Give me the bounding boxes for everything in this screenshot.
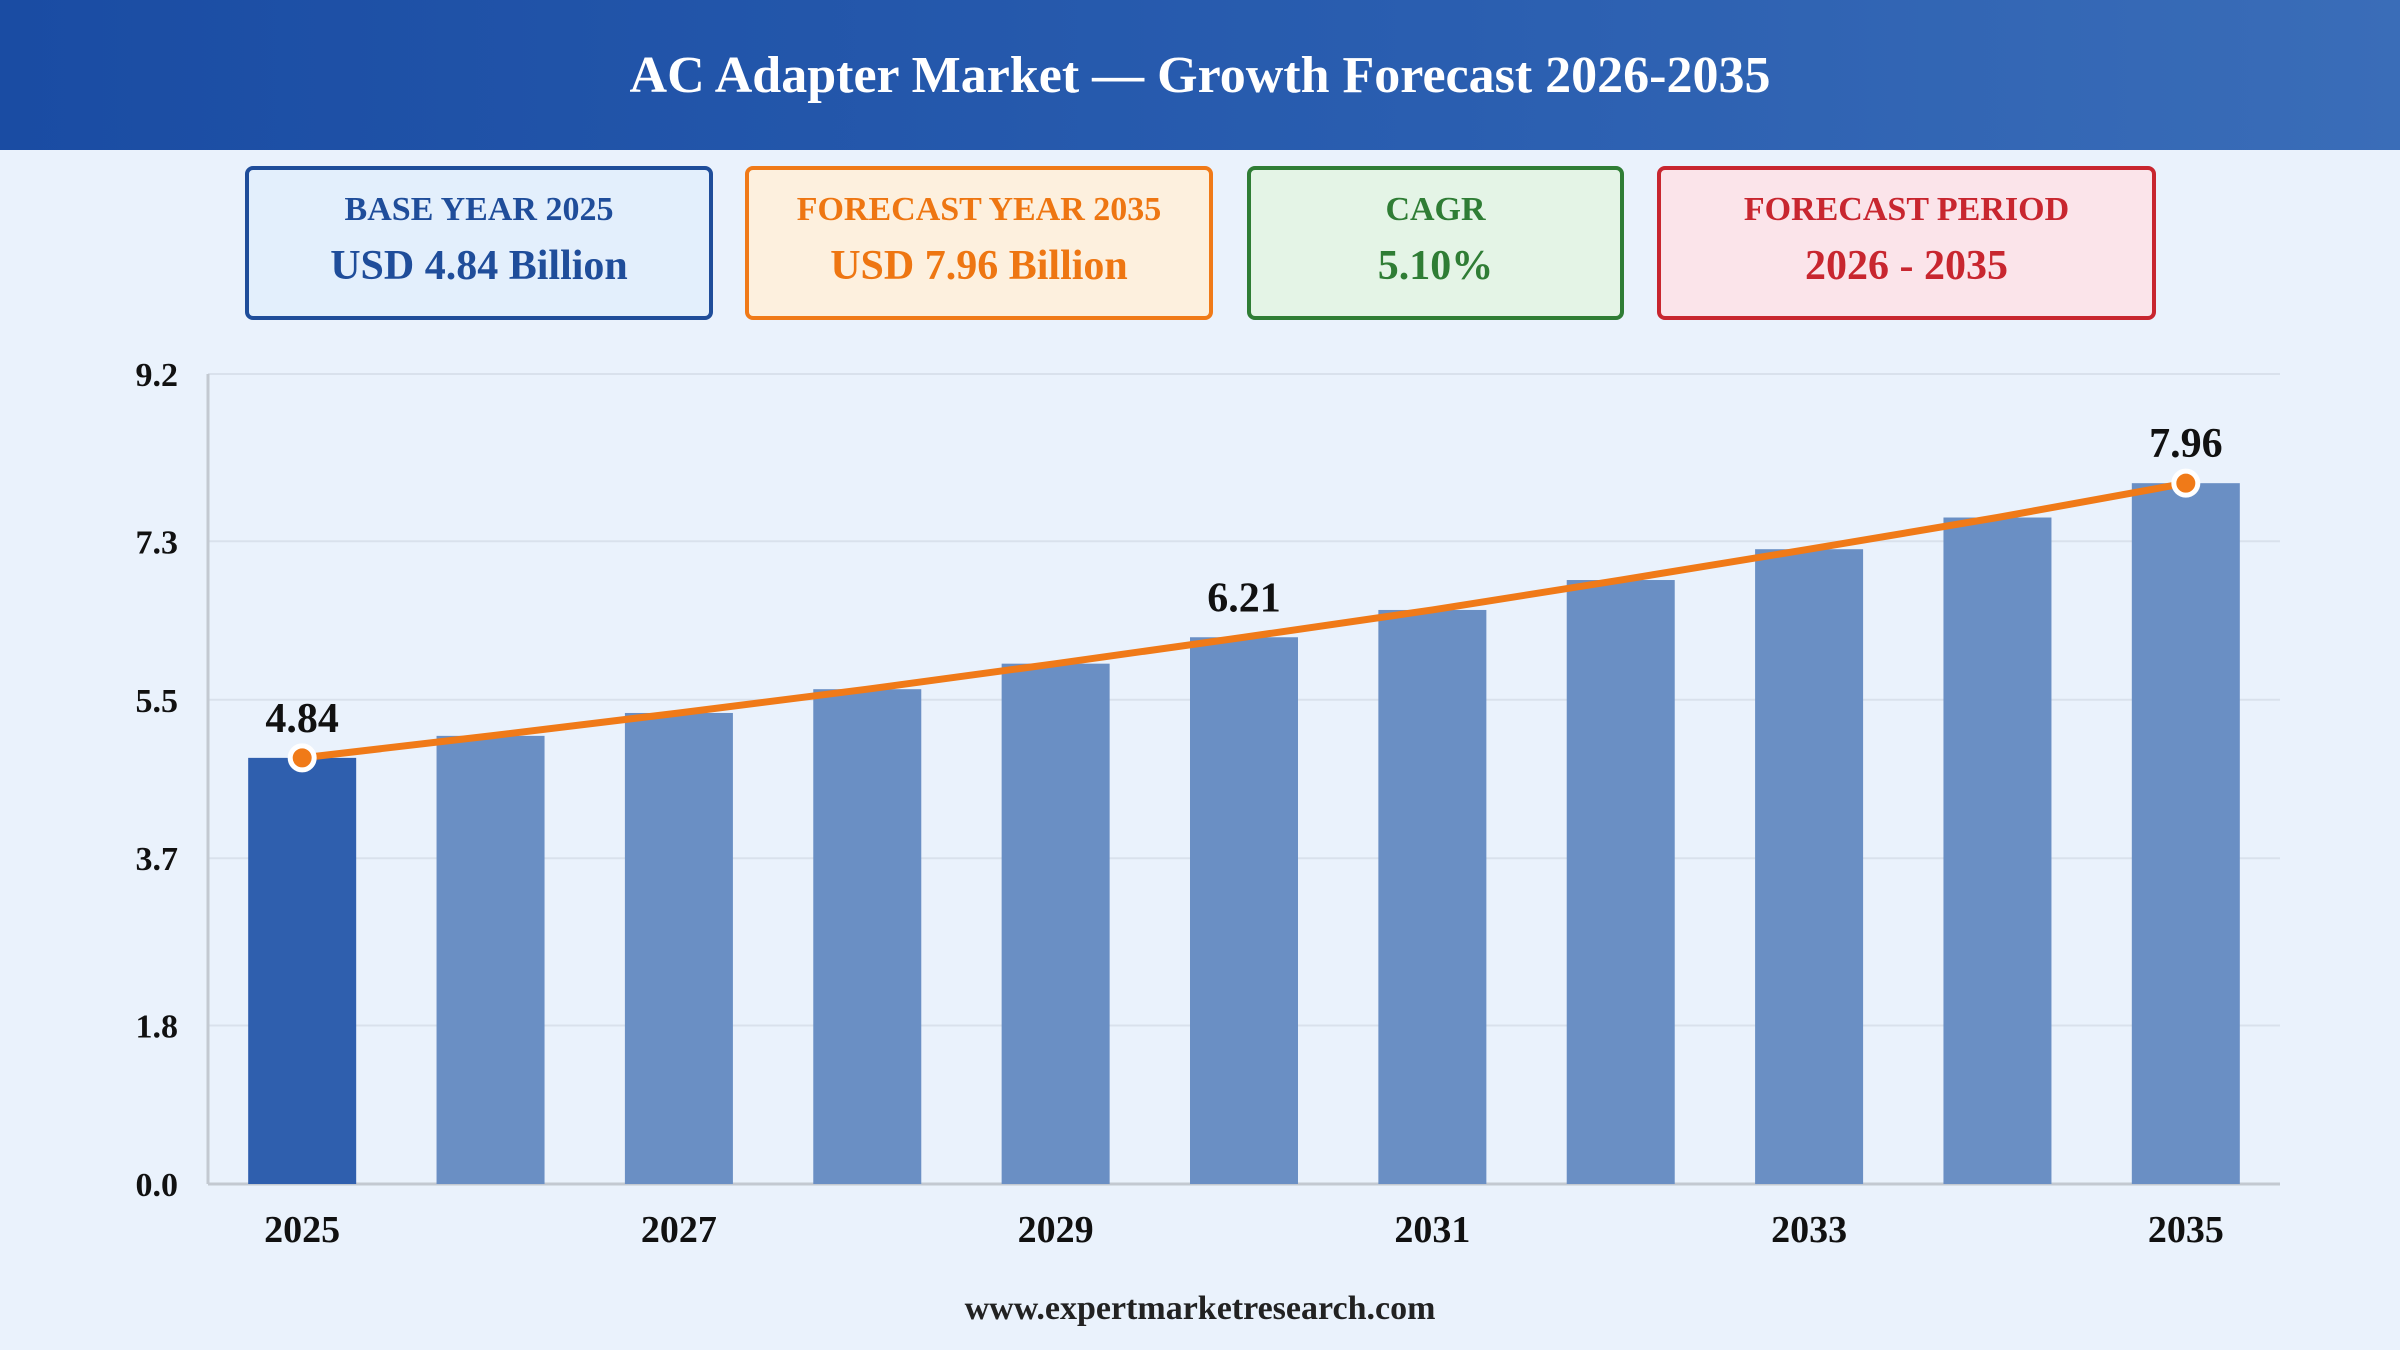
bar <box>1755 549 1864 1184</box>
card-base-year: BASE YEAR 2025 USD 4.84 Billion <box>245 166 713 320</box>
y-tick-label: 5.5 <box>136 683 179 720</box>
x-tick-label: 2029 <box>1018 1209 1094 1251</box>
card-cagr-value: 5.10% <box>1377 243 1494 289</box>
trend-line <box>298 479 2190 762</box>
bar <box>1566 580 1675 1184</box>
card-forecast-period-label: FORECAST PERIOD <box>1743 191 2070 229</box>
bar <box>2131 483 2240 1184</box>
card-forecast-year-value: USD 7.96 Billion <box>830 243 1128 289</box>
page-title: AC Adapter Market — Growth Forecast 2026… <box>629 46 1771 104</box>
data-label: 7.96 <box>2149 421 2223 467</box>
card-forecast-year: FORECAST YEAR 2035 USD 7.96 Billion <box>745 166 1213 320</box>
bar <box>1190 637 1298 1184</box>
card-cagr: CAGR 5.10% <box>1247 166 1624 320</box>
card-base-year-label: BASE YEAR 2025 <box>344 191 614 229</box>
card-forecast-period: FORECAST PERIOD 2026 - 2035 <box>1657 166 2156 320</box>
bar <box>1001 663 1110 1184</box>
bar <box>624 712 733 1184</box>
bar <box>813 689 922 1184</box>
y-tick-label: 3.7 <box>136 841 179 878</box>
bar <box>1943 517 2052 1184</box>
bar <box>248 757 357 1184</box>
x-tick-label: 2035 <box>2148 1209 2224 1251</box>
x-tick-label: 2025 <box>264 1209 340 1251</box>
trend-marker <box>287 743 317 773</box>
x-tick-label: 2033 <box>1771 1209 1847 1251</box>
card-cagr-label: CAGR <box>1385 191 1486 229</box>
bar <box>1378 609 1487 1184</box>
y-tick-label: 9.2 <box>136 357 179 394</box>
trend-marker <box>2171 468 2201 498</box>
card-forecast-period-value: 2026 - 2035 <box>1805 243 2008 289</box>
card-forecast-year-label: FORECAST YEAR 2035 <box>796 191 1162 229</box>
header-banner: AC Adapter Market — Growth Forecast 2026… <box>0 0 2400 150</box>
card-base-year-value: USD 4.84 Billion <box>330 243 628 289</box>
source-url: www.expertmarketresearch.com <box>964 1290 1436 1327</box>
bar <box>436 735 545 1184</box>
bar-chart: 0.0 1.8 3.7 5.5 7.3 9.2 2025 2027 2029 2031 2033 20… <box>136 357 2280 1251</box>
summary-cards: BASE YEAR 2025 USD 4.84 Billion FORECAST… <box>0 166 2400 326</box>
y-tick-label: 1.8 <box>136 1009 179 1046</box>
x-tick-label: 2027 <box>641 1209 717 1251</box>
y-tick-label: 7.3 <box>136 524 179 561</box>
data-label: 6.21 <box>1207 575 1281 621</box>
x-tick-label: 2031 <box>1394 1209 1470 1251</box>
data-label: 4.84 <box>265 696 339 742</box>
y-tick-label: 0.0 <box>136 1167 179 1204</box>
